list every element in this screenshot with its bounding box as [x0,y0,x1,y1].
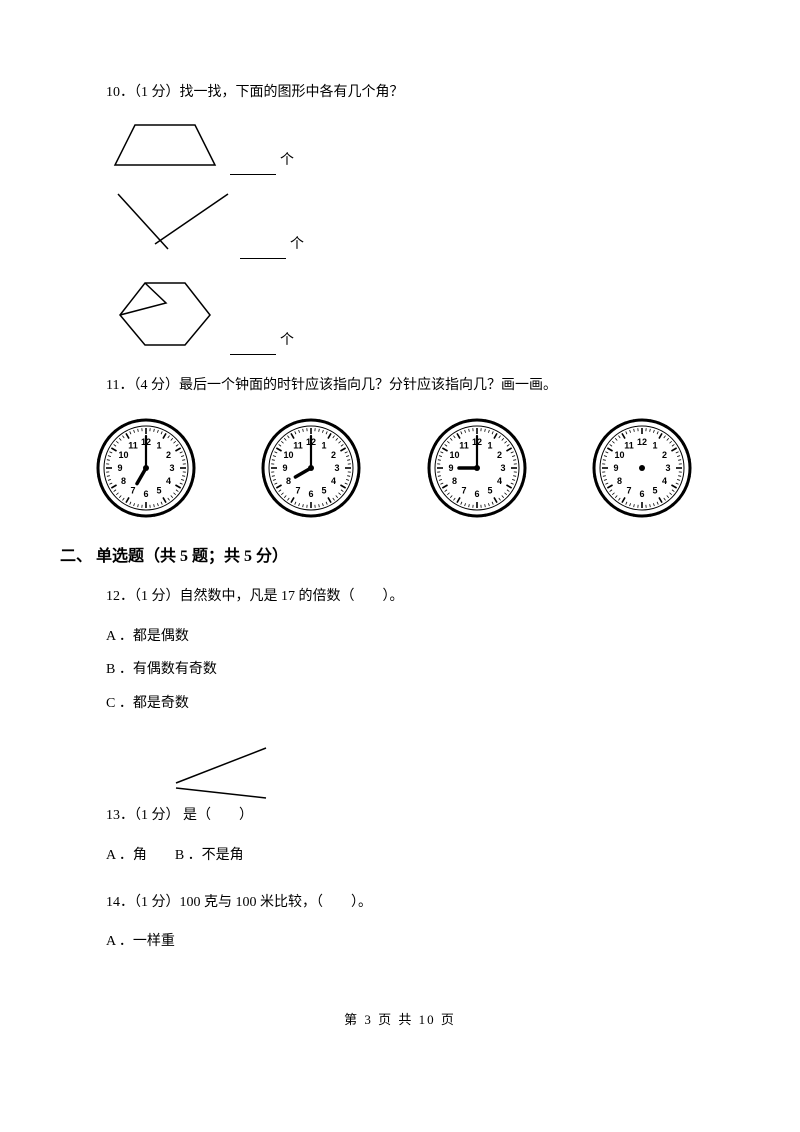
svg-text:1: 1 [156,441,161,451]
svg-text:10: 10 [284,450,294,460]
svg-text:9: 9 [448,463,453,473]
svg-text:9: 9 [613,463,618,473]
svg-text:2: 2 [331,450,336,460]
unit-2: 个 [290,232,304,259]
clock-face: 123456789101112 [425,416,529,520]
svg-text:10: 10 [118,450,128,460]
q14-text: 14．（1 分）100 克与 100 米比较，（ ）。 [106,890,700,915]
svg-text:2: 2 [662,450,667,460]
svg-text:9: 9 [117,463,122,473]
svg-text:8: 8 [121,476,126,486]
svg-text:5: 5 [652,486,657,496]
q13-options[interactable]: A ．角 B ．不是角 [106,839,700,873]
trapezoid-shape [110,115,230,175]
svg-text:11: 11 [294,441,304,451]
q10-shape-v-row: 个 [110,189,700,259]
section2-heading: 二、 单选题（共 5 题；共 5 分） [60,542,700,566]
q12-option-c[interactable]: C ．都是奇数 [106,687,700,721]
hexfold-shape [110,273,230,355]
svg-text:9: 9 [283,463,288,473]
svg-text:12: 12 [637,437,647,447]
svg-text:4: 4 [497,476,502,486]
blank-3[interactable] [230,341,276,355]
svg-text:8: 8 [452,476,457,486]
svg-text:3: 3 [335,463,340,473]
svg-text:5: 5 [322,486,327,496]
clock-face: 123456789101112 [590,416,694,520]
svg-text:11: 11 [624,441,634,451]
svg-text:10: 10 [614,450,624,460]
q12-text: 12．（1 分）自然数中，凡是 17 的倍数（ ）。 [106,584,700,609]
clocks-row: 1234567891011121234567891011121234567891… [94,416,694,520]
v-shape [110,189,240,259]
blank-1[interactable] [230,161,276,175]
svg-text:6: 6 [474,489,479,499]
svg-text:4: 4 [662,476,667,486]
clock-face: 123456789101112 [259,416,363,520]
svg-text:2: 2 [497,450,502,460]
q12-option-a[interactable]: A ．都是偶数 [106,620,700,654]
svg-text:11: 11 [459,441,469,451]
unit-1: 个 [280,148,294,175]
unit-3: 个 [280,328,294,355]
svg-text:8: 8 [617,476,622,486]
blank-2[interactable] [240,245,286,259]
svg-text:1: 1 [652,441,657,451]
svg-text:8: 8 [286,476,291,486]
svg-text:10: 10 [449,450,459,460]
q13-angle-shape [166,738,276,803]
svg-text:3: 3 [500,463,505,473]
svg-text:7: 7 [296,486,301,496]
svg-text:6: 6 [309,489,314,499]
q12-option-b[interactable]: B ．有偶数有奇数 [106,653,700,687]
svg-text:7: 7 [461,486,466,496]
q10-shape-trapezoid-row: 个 [110,115,700,175]
svg-text:5: 5 [487,486,492,496]
svg-text:6: 6 [143,489,148,499]
svg-text:5: 5 [156,486,161,496]
svg-text:3: 3 [665,463,670,473]
q13-text: 13．（1 分） 是（ ） [106,803,700,828]
q11-text: 11．（4 分）最后一个钟面的时针应该指向几？分针应该指向几？画一画。 [106,373,700,398]
svg-text:6: 6 [639,489,644,499]
svg-text:2: 2 [166,450,171,460]
svg-text:1: 1 [322,441,327,451]
svg-text:7: 7 [130,486,135,496]
clock-face: 123456789101112 [94,416,198,520]
q10-shape-hex-row: 个 [110,273,700,355]
svg-text:11: 11 [128,441,138,451]
svg-text:7: 7 [626,486,631,496]
svg-text:4: 4 [331,476,336,486]
page-footer: 第 3 页 共 10 页 [100,1009,700,1028]
q14-option-a[interactable]: A ．一样重 [106,925,700,959]
svg-text:3: 3 [169,463,174,473]
q10-text: 10．（1 分）找一找，下面的图形中各有几个角？ [106,80,700,105]
svg-text:4: 4 [166,476,171,486]
svg-text:1: 1 [487,441,492,451]
